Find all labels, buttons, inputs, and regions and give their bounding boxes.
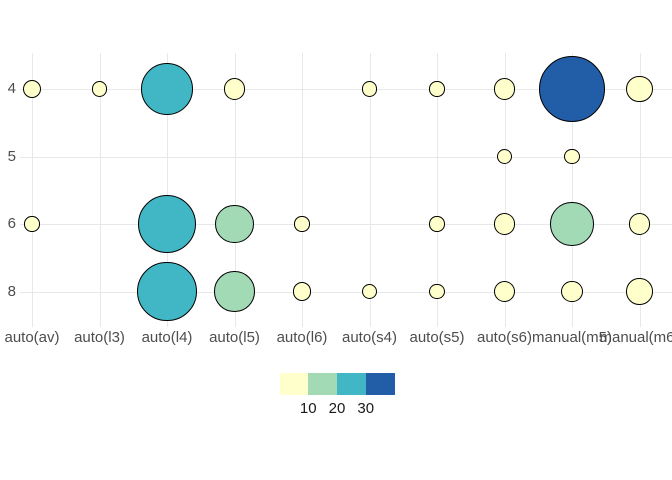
x-axis-label-manual(m6): manual(m6) — [599, 329, 672, 346]
y-axis-label-8: 8 — [7, 282, 16, 300]
count-bubble-manual(m6)-cyl4 — [626, 75, 653, 103]
x-axis-label-auto(s5): auto(s5) — [409, 329, 465, 346]
gridline-x-auto(l6) — [302, 53, 303, 327]
count-bubble-auto(l6)-cyl6 — [294, 216, 310, 232]
count-bubble-auto(s6)-cyl5 — [496, 148, 513, 165]
count-bubble-auto(l4)-cyl6 — [137, 194, 197, 254]
x-axis-label-auto(l5): auto(l5) — [209, 329, 260, 346]
count-bubble-manual(m6)-cyl8 — [626, 278, 653, 305]
legend-swatch-4 — [365, 373, 395, 395]
count-bubble-auto(s6)-cyl4 — [493, 78, 516, 100]
x-axis-label-auto(s6): auto(s6) — [476, 329, 533, 346]
legend-swatch-3 — [337, 373, 366, 395]
gridline-x-auto(s4) — [369, 53, 371, 327]
y-axis-label-6: 6 — [7, 215, 16, 232]
legend-tick-label-20: 20 — [328, 400, 346, 417]
gridline-y-4 — [20, 89, 672, 90]
count-bubble-auto(s4)-cyl4 — [361, 81, 378, 97]
count-bubble-manual(m5)-cyl4 — [539, 56, 605, 122]
count-bubble-auto(l3)-cyl4 — [91, 81, 108, 97]
gridline-x-auto(s5) — [437, 53, 438, 327]
gridline-y-6 — [20, 224, 672, 225]
count-bubble-auto(s4)-cyl8 — [361, 283, 378, 300]
count-bubble-auto(av)-cyl4 — [22, 79, 42, 99]
legend-swatch-1 — [279, 373, 309, 395]
x-axis-label-auto(av): auto(av) — [4, 329, 60, 346]
count-bubble-auto(l4)-cyl4 — [141, 63, 193, 115]
x-axis-label-auto(l4): auto(l4) — [141, 329, 193, 346]
count-bubble-auto(s5)-cyl8 — [429, 283, 445, 300]
count-bubble-auto(s5)-cyl4 — [429, 81, 445, 97]
gridline-x-auto(l4) — [167, 53, 168, 327]
gridline-x-manual(m6) — [639, 53, 641, 327]
legend-tick-label-30: 30 — [357, 400, 375, 417]
y-axis-label-4: 4 — [7, 80, 16, 97]
count-bubble-manual(m5)-cyl8 — [561, 280, 583, 303]
gridline-x-auto(s6) — [504, 53, 506, 327]
gridline-x-manual(m5) — [572, 53, 573, 327]
x-axis-label-manual(m5): manual(m5) — [531, 329, 613, 346]
gridline-x-auto(av) — [32, 53, 33, 327]
x-axis-label-auto(l6): auto(l6) — [276, 329, 328, 346]
gridline-x-auto(l5) — [234, 53, 236, 327]
gridline-x-auto(l3) — [99, 53, 101, 327]
y-axis-label-5: 5 — [7, 147, 16, 165]
x-axis-label-auto(l3): auto(l3) — [74, 329, 125, 346]
count-bubble-manual(m5)-cyl6 — [550, 202, 594, 246]
count-bubble-auto(s5)-cyl6 — [429, 216, 445, 232]
count-bubble-auto(l5)-cyl8 — [214, 271, 255, 312]
count-bubble-manual(m6)-cyl6 — [628, 213, 651, 235]
count-bubble-auto(l4)-cyl8 — [137, 261, 197, 322]
count-bubble-auto(l6)-cyl8 — [292, 282, 312, 301]
x-axis-label-auto(s4): auto(s4) — [341, 329, 398, 346]
legend-swatch-2 — [308, 373, 337, 395]
count-bubble-auto(s6)-cyl6 — [493, 213, 516, 235]
count-bubble-manual(m5)-cyl5 — [564, 148, 580, 165]
count-bubble-auto(l5)-cyl4 — [223, 78, 246, 100]
legend-tick-label-10: 10 — [299, 400, 317, 417]
gridline-y-5 — [20, 156, 672, 158]
count-bubble-auto(l5)-cyl6 — [215, 204, 254, 244]
gridline-y-8 — [20, 291, 672, 293]
count-bubble-auto(av)-cyl6 — [24, 216, 40, 232]
count-bubble-auto(s6)-cyl8 — [493, 280, 516, 303]
